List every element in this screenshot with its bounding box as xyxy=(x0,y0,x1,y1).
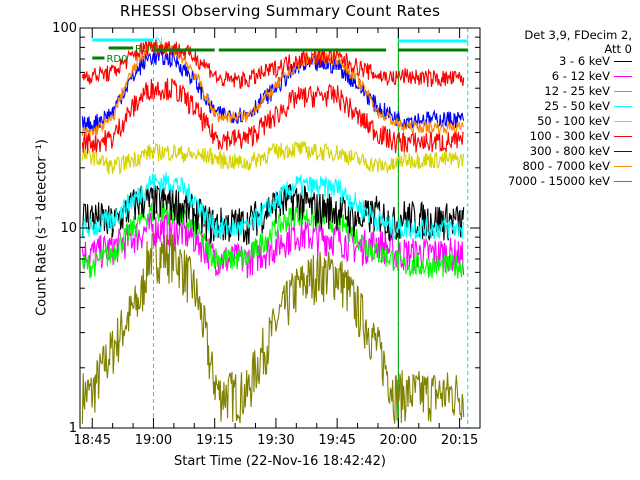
legend-label: 100 - 300 keV xyxy=(529,129,610,143)
series-line-7000-15000-kev xyxy=(81,231,465,424)
y-axis-label: Count Rate (s⁻¹ detector⁻¹) xyxy=(34,139,50,316)
series-line-6-12-kev xyxy=(81,212,465,279)
series-line-12-25-kev xyxy=(81,202,465,279)
series-line-100-300-kev xyxy=(81,78,464,154)
legend-swatch xyxy=(614,136,632,137)
legend-swatch xyxy=(614,121,632,122)
legend-swatch xyxy=(614,151,632,152)
flag-label: N xyxy=(155,36,162,47)
x-tick-label: 19:45 xyxy=(318,433,355,448)
legend-label: 12 - 25 keV xyxy=(544,84,610,98)
legend-swatch xyxy=(614,76,632,77)
legend-entry: 300 - 800 keV xyxy=(482,144,634,159)
detector-info-line-2: Att 0 xyxy=(604,42,632,56)
x-axis-label: Start Time (22-Nov-16 18:42:42) xyxy=(174,454,386,469)
series-line-25-50-kev xyxy=(81,171,465,241)
detector-info: Det 3,9, FDecim 2, Att 0 xyxy=(486,28,632,56)
legend-entry: 7000 - 15000 keV xyxy=(482,174,634,189)
legend-label: 7000 - 15000 keV xyxy=(507,174,610,188)
series-line-800-7000-kev xyxy=(81,40,465,137)
legend-swatch xyxy=(614,181,632,182)
flag-label: RD0 xyxy=(135,44,156,55)
axes-layer: 1 10 100 18:45 19:00 19:15 19:30 19:45 20:00 20:1… xyxy=(52,21,481,448)
series-line-50-100-kev xyxy=(81,140,465,175)
legend-swatch xyxy=(614,166,632,167)
x-tick-label: 20:00 xyxy=(380,433,417,448)
legend-label: 50 - 100 keV xyxy=(537,114,610,128)
y-tick-label: 100 xyxy=(52,21,77,36)
legend-entry: 25 - 50 keV xyxy=(482,99,634,114)
legend-label: 6 - 12 keV xyxy=(551,69,610,83)
x-tick-label: 19:00 xyxy=(135,433,172,448)
legend-entry: 12 - 25 keV xyxy=(482,84,634,99)
legend-label: 800 - 7000 keV xyxy=(522,159,610,173)
legend-entry: 100 - 300 keV xyxy=(482,129,634,144)
legend-entry: 800 - 7000 keV xyxy=(482,159,634,174)
x-tick-label: 19:15 xyxy=(196,433,233,448)
chart-title: RHESSI Observing Summary Count Rates xyxy=(119,2,441,20)
legend-label: 3 - 6 keV xyxy=(559,54,610,68)
x-tick-label: 18:45 xyxy=(74,433,111,448)
detector-info-line-1: Det 3,9, FDecim 2, xyxy=(524,28,632,42)
legend-entry: 6 - 12 keV xyxy=(482,69,634,84)
x-tick-label: 20:15 xyxy=(441,433,478,448)
y-tick-label: 10 xyxy=(60,221,77,236)
x-tick-label: 19:30 xyxy=(257,433,294,448)
legend-label: 300 - 800 keV xyxy=(529,144,610,158)
legend-entry: 50 - 100 keV xyxy=(482,114,634,129)
legend-swatch xyxy=(614,61,632,62)
legend-swatch xyxy=(614,106,632,107)
legend: 3 - 6 keV 6 - 12 keV 12 - 25 keV 25 - 50 ke… xyxy=(482,54,634,189)
y-tick-label: 1 xyxy=(69,421,77,436)
flag-label: RD0 xyxy=(106,54,127,65)
legend-entry: 3 - 6 keV xyxy=(482,54,634,69)
legend-swatch xyxy=(614,91,632,92)
legend-label: 25 - 50 keV xyxy=(544,99,610,113)
